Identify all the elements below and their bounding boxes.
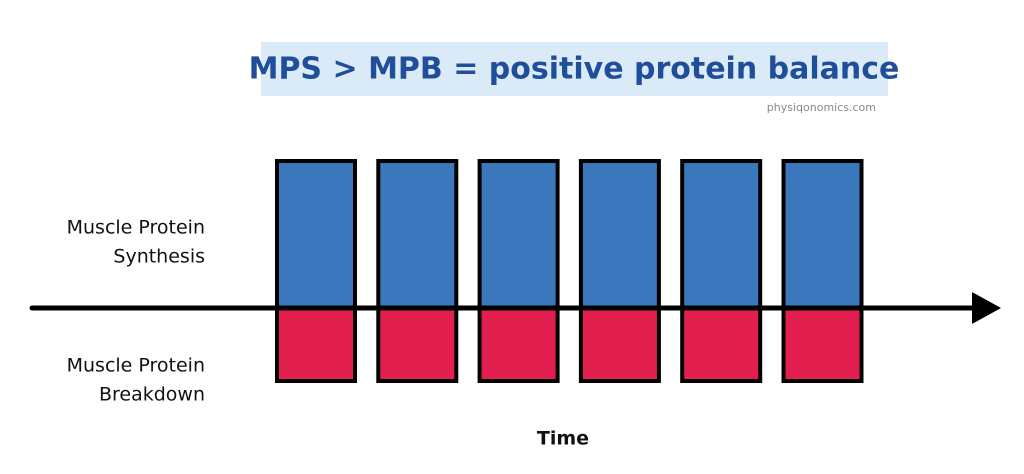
breakdown-block	[477, 306, 560, 383]
title: MPS > MPB = positive protein balance	[249, 52, 900, 87]
breakdown-block	[680, 306, 763, 383]
row-label: Synthesis	[113, 246, 205, 268]
breakdown-block	[578, 306, 661, 383]
breakdown-block	[376, 306, 459, 383]
synthesis-block	[781, 159, 864, 310]
row-label: Muscle Protein	[67, 355, 205, 377]
synthesis-block	[376, 159, 459, 310]
breakdown-block	[275, 306, 357, 383]
blocks	[275, 159, 864, 383]
axis-label: Time	[537, 428, 589, 450]
row-label: Breakdown	[99, 384, 205, 406]
breakdown-block	[781, 306, 864, 383]
synthesis-block	[275, 159, 357, 310]
arrow-head	[972, 292, 1001, 324]
title-box	[261, 42, 888, 96]
synthesis-block	[680, 159, 763, 310]
synthesis-block	[477, 159, 560, 310]
row-label: Muscle Protein	[67, 217, 205, 239]
source: physiqonomics.com	[767, 101, 876, 114]
synthesis-block	[578, 159, 661, 310]
